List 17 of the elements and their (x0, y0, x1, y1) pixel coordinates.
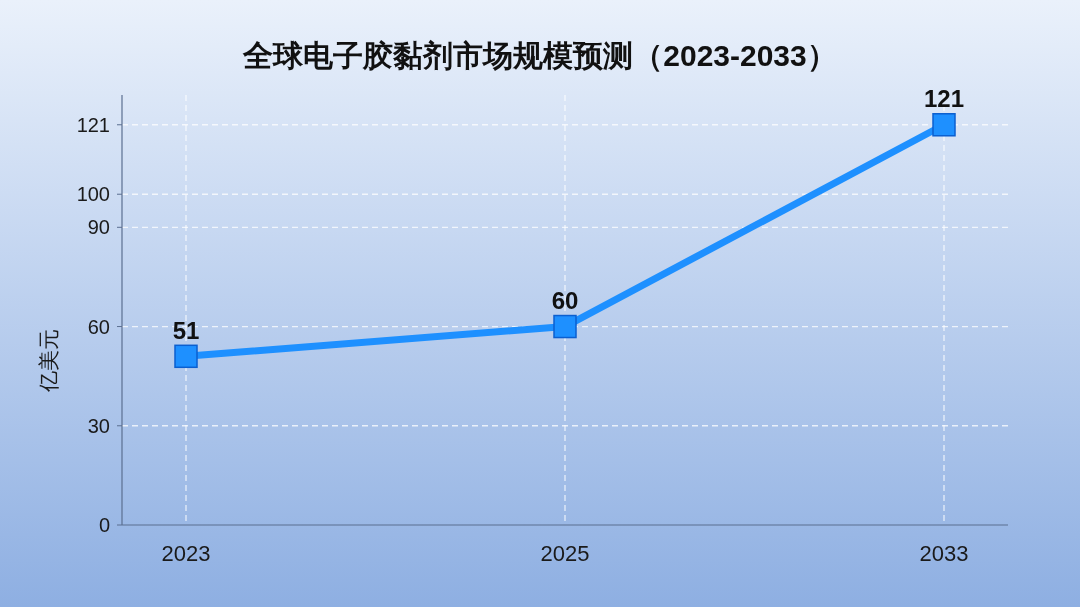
y-axis-title: 亿美元 (36, 328, 60, 393)
y-tick-label: 90 (87, 216, 110, 239)
point (174, 344, 198, 369)
point (932, 113, 956, 137)
x-tick-label: 2023 (161, 540, 211, 566)
point (553, 314, 577, 339)
data-label: 121 (923, 85, 965, 113)
y-tick-label: 121 (76, 113, 110, 136)
data-label: 51 (172, 316, 200, 344)
data-label: 60 (551, 287, 579, 315)
x-tick-label: 2033 (919, 540, 969, 566)
y-tick-label: 100 (76, 183, 110, 206)
chart-title: 全球电子胶黏剂市场规模预测（2023-2033） (242, 38, 837, 72)
y-tick-label: 60 (87, 315, 110, 338)
y-tick-label: 30 (87, 414, 110, 437)
y-tick-label: 0 (98, 514, 110, 536)
x-tick-label: 2025 (540, 540, 590, 566)
